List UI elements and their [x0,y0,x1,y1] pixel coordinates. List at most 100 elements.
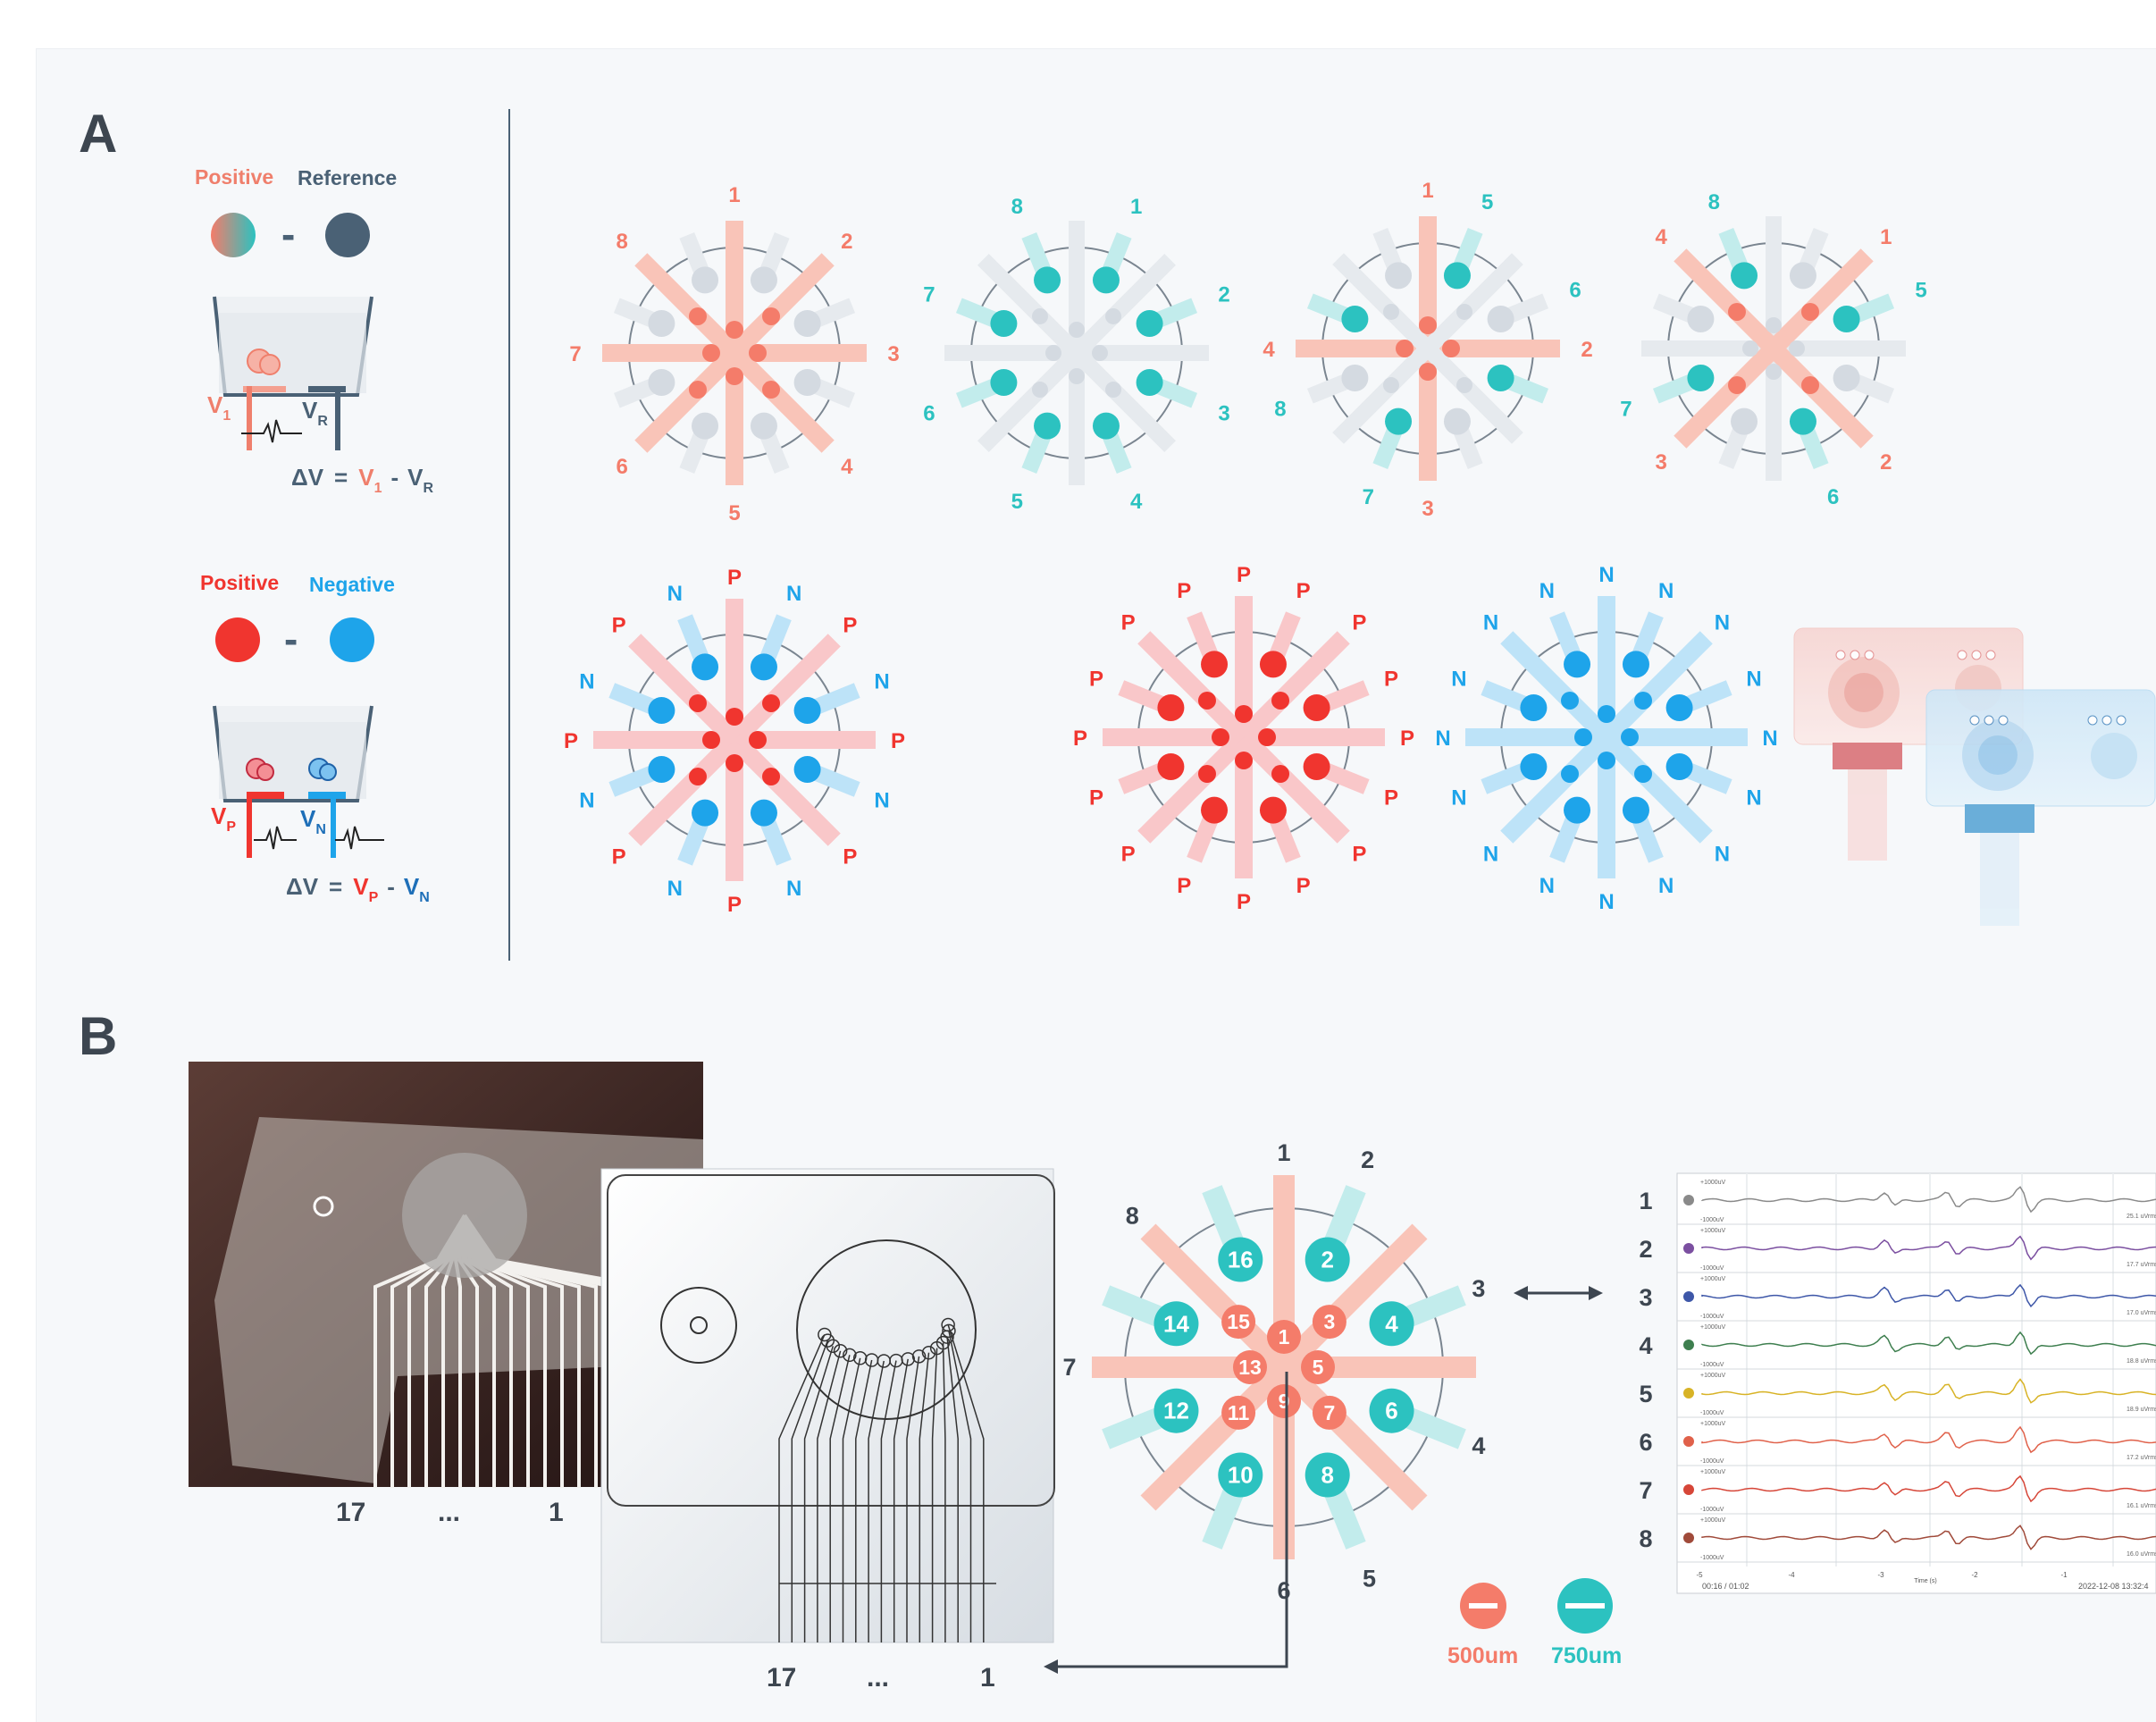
config-2-label-7: 8 [1011,195,1023,219]
config-all-negative-electrode-3 [1574,728,1592,746]
config-pn-mixed-label-7: P [612,614,626,638]
config-4-label-2: 3 [1655,450,1666,475]
config-2-electrode-14 [990,310,1018,338]
channel-label-8: 8 [1126,1202,1139,1229]
config-all-positive-electrode-15 [1201,651,1229,678]
electrode-2-label: 2 [1321,1246,1333,1273]
config-pn-mixed-lead-10 [810,764,860,797]
config-pn-mixed-lead-5 [628,733,742,846]
config-all-negative-electrode-5 [1634,765,1653,784]
trace-viewer-frame [1676,1172,2156,1594]
config-all-positive-label-12: P [1177,874,1191,898]
channel-label-6: 6 [1277,1577,1290,1604]
trace-scale-bottom-1: -1000uV [1700,1217,1724,1223]
config-all-positive-electrode-11 [1259,796,1287,824]
well-diagram-reference [213,296,373,450]
legend-negative-blue-dot [330,617,374,662]
electrode-9 [1267,1384,1301,1418]
config-2-label-1: 2 [1218,282,1229,307]
config-2-electrode-3 [1045,345,1061,361]
electrode-8 [1305,1452,1350,1498]
config-all-negative-electrode-10 [1665,752,1693,780]
config-all-negative-electrode-1 [1621,728,1639,746]
config-all-positive-lead-9 [1319,680,1370,713]
electrode-map-lead-outer-3 [1324,1487,1366,1550]
config-2-electrode-10 [1136,368,1163,396]
trace-channel-dot-3 [1683,1291,1694,1302]
config-4-electrode-1 [1789,340,1805,357]
config-pn-mixed-electrode-3 [702,731,720,749]
electrode-11 [1221,1395,1256,1430]
electrode-map-lead-inner-1 [1276,1223,1428,1375]
config-4-electrode-10 [1833,364,1860,391]
config-pn-mixed-electrode-10 [793,755,821,783]
config-3-electrode-9 [1487,306,1514,333]
config-3-electrode-14 [1341,306,1369,333]
config-pn-mixed-label-5: P [612,844,626,869]
trace-rms-3: 17.0 uVrms [2127,1310,2156,1316]
config-1-lead-5 [634,346,742,453]
config-4-label-0: 1 [1880,225,1892,249]
config-all-positive-lead-7 [1137,631,1251,744]
config-4-electrode-0 [1766,317,1782,333]
config-1-lead-7 [634,253,742,360]
config-1-electrode-9 [793,310,821,338]
config-1-label-2: 3 [887,342,899,366]
schematic-pad-16 [942,1323,956,1339]
schematic-pin-right: 1 [980,1663,995,1693]
config-1-label-4: 5 [728,501,740,525]
schematic-pad-10 [901,1352,915,1366]
config-3-electrode-0 [1419,316,1437,334]
config-2-label-3: 4 [1130,490,1143,514]
trace-row-label-8: 8 [1639,1525,1652,1552]
config-all-positive-electrode-3 [1212,728,1229,746]
config-all-negative-electrode-12 [1564,796,1591,824]
config-pn-mixed: P P P P P P P P N N N N N N N N [564,566,905,917]
config-2-electrode-12 [1034,412,1061,440]
config-3-electrode-10 [1487,364,1514,391]
trace-x-tick-2: -3 [1877,1571,1884,1579]
config-pn-mixed-lead-7 [628,634,742,747]
trace-scale-bottom-7: -1000uV [1700,1507,1724,1513]
config-4-electrode-13 [1687,364,1715,391]
legend-positive-dot [211,213,256,257]
config-all-positive-electrode-9 [1303,694,1330,722]
config-all-negative-electrode-11 [1622,796,1649,824]
config-1-electrode-14 [648,310,675,338]
heart-icon-positive [246,758,274,781]
config-all-positive-electrode-2 [1235,752,1253,769]
config-1: 1 2 3 4 5 6 7 8 [569,183,899,525]
size-legend-750-label: 750um [1551,1643,1622,1668]
pin-mapping-arrowhead [1044,1659,1058,1674]
electrode-13 [1233,1350,1267,1384]
config-all-negative-label-8: N [1658,579,1674,603]
config-all-negative-lead-14 [1481,680,1531,713]
config-3-lead-4 [1422,253,1523,355]
config-all-positive-electrode-6 [1197,765,1216,784]
config-all-positive-label-1: P [1352,611,1366,635]
config-2-electrode-9 [1136,310,1163,338]
electrode-map-lead-outer-2 [1404,1407,1466,1449]
config-all-negative-electrode-8 [1622,651,1649,678]
config-1-electrode-2 [726,367,743,385]
electrode-15 [1221,1305,1256,1340]
electrode-map-lead-outer-6 [1102,1285,1164,1327]
schematic-trace-14 [942,1342,946,1642]
config-4-electrode-11 [1789,407,1816,435]
config-1-electrode-10 [793,368,821,396]
config-all-positive-label-13: P [1089,786,1103,811]
config-all-negative-label-15: N [1539,579,1555,603]
config-3-label-5: 6 [1569,278,1581,302]
config-all-positive-lead-12 [1187,812,1220,863]
config-all-positive-label-8: P [1296,579,1311,603]
config-3-electrode-15 [1385,262,1413,290]
schematic-trace-3 [803,1346,835,1642]
config-all-positive-lead-1 [1237,631,1350,744]
config-3-label-4: 5 [1481,190,1493,214]
config-all-negative-electrode-13 [1520,752,1548,780]
schematic-trace-16 [948,1331,972,1642]
config-3-label-0: 1 [1422,179,1433,203]
config-all-negative-label-3: N [1715,842,1730,866]
config-4-label-4: 5 [1915,278,1926,302]
electrode-5-label: 5 [1313,1356,1324,1379]
